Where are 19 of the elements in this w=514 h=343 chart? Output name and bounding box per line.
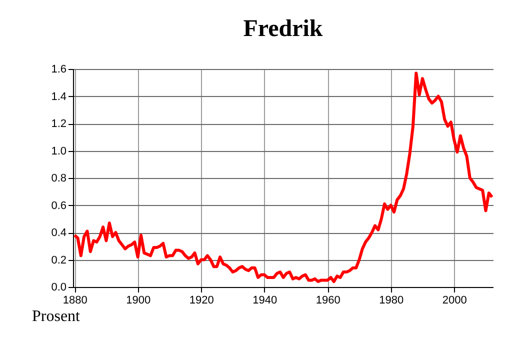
x-tick-label: 1960	[316, 294, 340, 306]
y-tick-label: 1.0	[51, 145, 66, 158]
y-tick-label: 0.8	[51, 172, 66, 184]
y-tick-label: 1.2	[51, 118, 66, 130]
chart-title: Fredrik	[243, 16, 324, 42]
y-tick-label: 0.6	[51, 200, 66, 212]
x-tick-label: 1980	[379, 294, 404, 306]
x-tick-label: 1920	[189, 294, 214, 306]
line-series	[73, 72, 494, 284]
x-tick-label: 2000	[442, 294, 467, 306]
y-tick-label: 0.2	[51, 254, 66, 266]
y-tick-label: 0.4	[51, 227, 66, 239]
y-tick-label: 0.0	[51, 282, 66, 294]
x-tick-label: 1880	[62, 294, 88, 306]
x-tick-label: 1940	[252, 294, 278, 306]
y-tick-label: 1.4	[51, 90, 66, 103]
text: Prosent	[32, 308, 80, 326]
y-tick-label: 1.6	[51, 64, 66, 76]
x-tick-label: 1900	[126, 294, 151, 306]
